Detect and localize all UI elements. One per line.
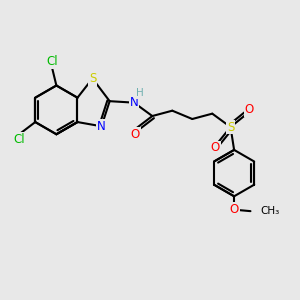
Text: CH₃: CH₃ [261, 206, 280, 216]
Text: N: N [97, 120, 106, 133]
Text: O: O [131, 128, 140, 141]
Text: O: O [244, 103, 254, 116]
Text: H: H [136, 88, 143, 98]
Text: O: O [211, 141, 220, 154]
Text: S: S [227, 121, 234, 134]
Text: O: O [230, 203, 239, 216]
Text: Cl: Cl [13, 133, 25, 146]
Text: S: S [89, 72, 96, 85]
Text: Cl: Cl [46, 55, 58, 68]
Text: N: N [130, 96, 138, 109]
